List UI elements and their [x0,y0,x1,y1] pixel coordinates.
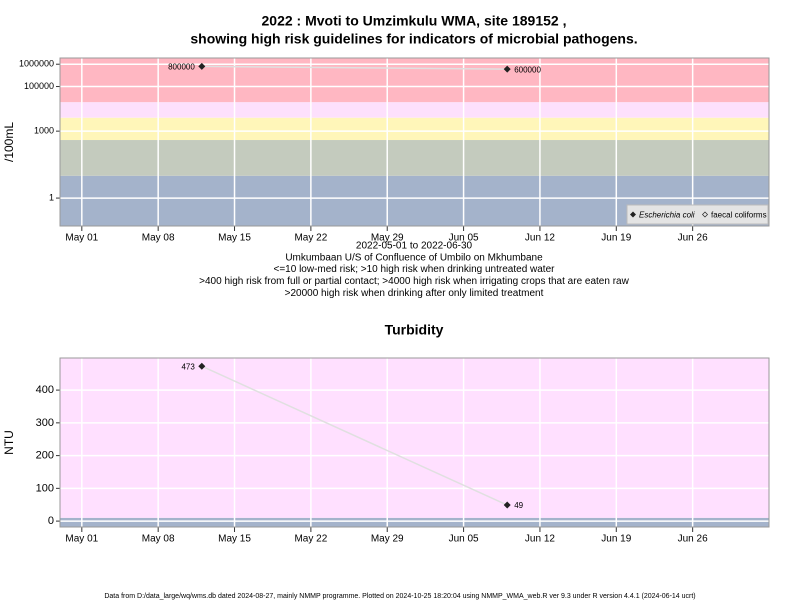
risk-band [60,102,769,118]
risk-band [60,358,769,518]
y-tick-label: 300 [36,417,54,429]
legend-box [626,204,769,225]
data-label: 800000 [168,62,195,71]
legend-label: Escherichia coli [639,211,695,220]
series-line [201,365,508,506]
risk-band [60,140,769,176]
x-tick-label: May 15 [218,534,251,545]
y-tick-label: 0 [48,515,54,527]
x-tick-label: May 29 [371,534,404,545]
legend-label: faecal coliforms [711,211,767,220]
y-tick-label: 400 [36,384,54,396]
x-tick-label: May 01 [65,534,98,545]
data-point [198,362,206,370]
y-tick-label: 1 [49,192,54,202]
x-tick-label: Jun 05 [449,534,479,545]
annotation: >20000 high risk when drinking after onl… [285,288,544,299]
x-tick-label: May 15 [218,233,251,244]
x-tick-label: May 22 [294,233,327,244]
chart-title: 2022 : Mvoti to Umzimkulu WMA, site 1891… [262,13,567,29]
data-point [198,62,206,70]
data-label: 473 [181,362,195,371]
risk-band [60,117,769,141]
y-tick-label: 200 [36,450,54,462]
annotation: Umkumbaan U/S of Confluence of Umbilo on… [285,252,543,263]
annotation: 2022-05-01 to 2022-06-30 [356,241,473,252]
x-tick-label: May 08 [142,233,175,244]
x-tick-label: Jun 26 [678,233,708,244]
x-tick-label: May 22 [294,534,327,545]
chart-title: Turbidity [385,322,444,338]
legend-marker [630,211,636,218]
x-tick-label: May 29 [371,233,404,244]
x-tick-label: Jun 19 [601,233,631,244]
data-label: 49 [514,501,523,510]
x-tick-label: Jun 19 [601,534,631,545]
y-tick-label: 1000000 [19,59,54,69]
annotation: <=10 low-med risk; >10 high risk when dr… [274,264,556,275]
x-tick-label: Jun 26 [678,534,708,545]
data-label: 600000 [514,65,541,74]
risk-band [60,58,769,103]
data-point [503,65,511,73]
chart-title: showing high risk guidelines for indicat… [190,31,637,47]
y-axis-label: NTU [2,430,16,455]
x-tick-label: Jun 05 [449,233,479,244]
y-tick-label: 100 [36,482,54,494]
x-tick-label: Jun 12 [525,233,555,244]
legend-marker [702,211,708,218]
x-tick-label: Jun 12 [525,534,555,545]
x-tick-label: May 08 [142,534,175,545]
risk-band [60,517,769,527]
plot-border [59,57,770,227]
y-tick-label: 1000 [34,126,54,136]
annotation: >400 high risk from full or partial cont… [199,276,629,287]
plot-border [59,357,770,528]
y-tick-label: 100000 [24,81,54,91]
series-line [201,65,508,70]
footer: Data from D:/data_large/wq/wms.db dated … [104,593,695,600]
x-tick-label: May 01 [65,233,98,244]
data-point [503,501,511,509]
y-axis-label: /100mL [2,122,16,162]
